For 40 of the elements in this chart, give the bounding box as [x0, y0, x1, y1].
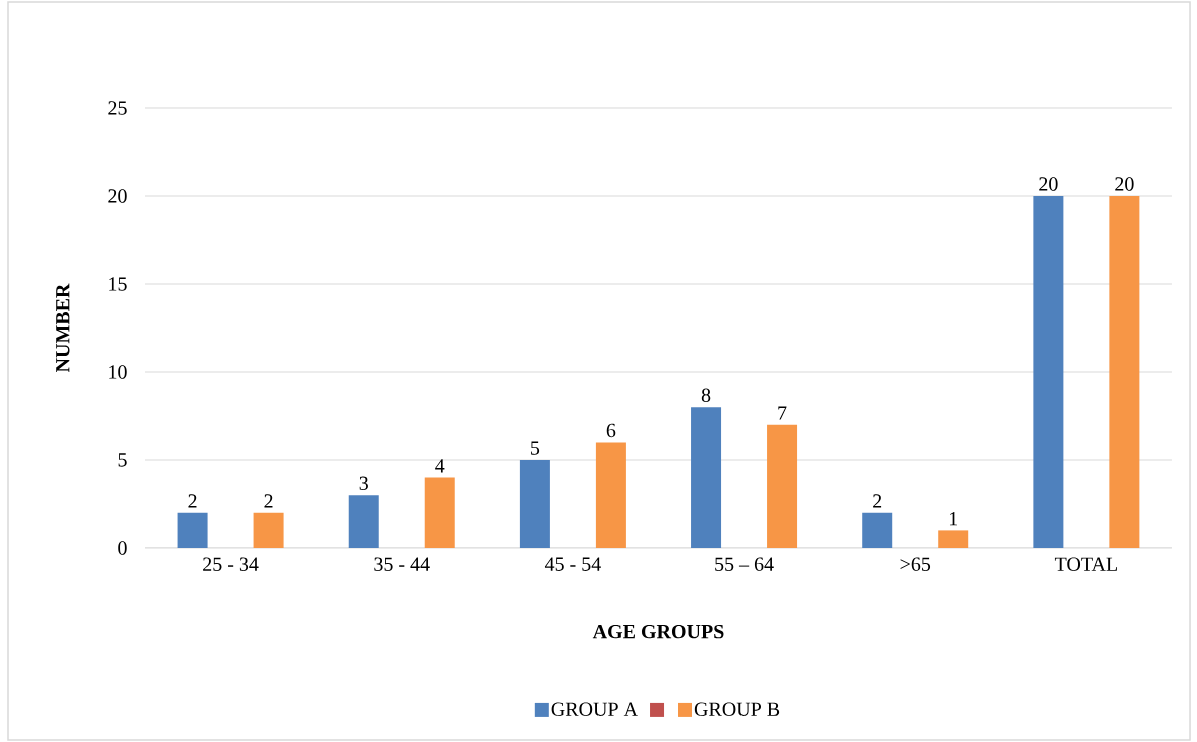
x-tick-label: 25 - 34 — [203, 557, 259, 571]
data-label: 3 — [359, 476, 368, 491]
bar — [938, 530, 969, 548]
bar — [253, 512, 284, 548]
data-label: 2 — [873, 494, 882, 508]
y-tick-label: 0 — [118, 541, 127, 555]
data-label: 2 — [264, 494, 273, 508]
bar — [1109, 196, 1140, 548]
bar — [177, 512, 208, 548]
x-axis-title: AGE GROUPS — [592, 624, 724, 639]
y-tick-label: 25 — [108, 101, 127, 115]
data-label: 1 — [949, 512, 958, 526]
bar — [348, 495, 379, 548]
x-tick-label: >65 — [900, 557, 931, 571]
data-label: 8 — [701, 388, 711, 403]
legend-label: GROUP B — [694, 702, 780, 716]
x-tick-label: 55 – 64 — [715, 557, 774, 571]
x-tick-label: 45 - 54 — [544, 557, 601, 571]
bar — [862, 512, 893, 548]
y-tick-label: 10 — [109, 365, 127, 379]
x-tick-label: TOTAL — [1054, 557, 1117, 571]
data-label: 20 — [1115, 177, 1134, 191]
legend-label: GROUP A — [551, 702, 638, 716]
bar — [424, 477, 455, 548]
y-tick-label: 5 — [118, 453, 127, 467]
data-label: 4 — [435, 459, 445, 473]
bar — [595, 442, 626, 548]
bar — [691, 407, 722, 548]
y-tick-label: 15 — [109, 277, 127, 291]
data-label: 5 — [531, 441, 540, 455]
bar — [519, 460, 550, 548]
bar — [1033, 196, 1064, 548]
data-label: 2 — [188, 494, 197, 508]
y-axis-title: NUMBER — [56, 283, 70, 373]
x-tick-label: 35 - 44 — [374, 557, 430, 571]
bar — [767, 424, 798, 548]
y-tick-label: 20 — [108, 189, 127, 203]
data-label: 6 — [606, 423, 616, 438]
data-label: 20 — [1039, 177, 1058, 191]
data-label: 7 — [778, 406, 787, 420]
